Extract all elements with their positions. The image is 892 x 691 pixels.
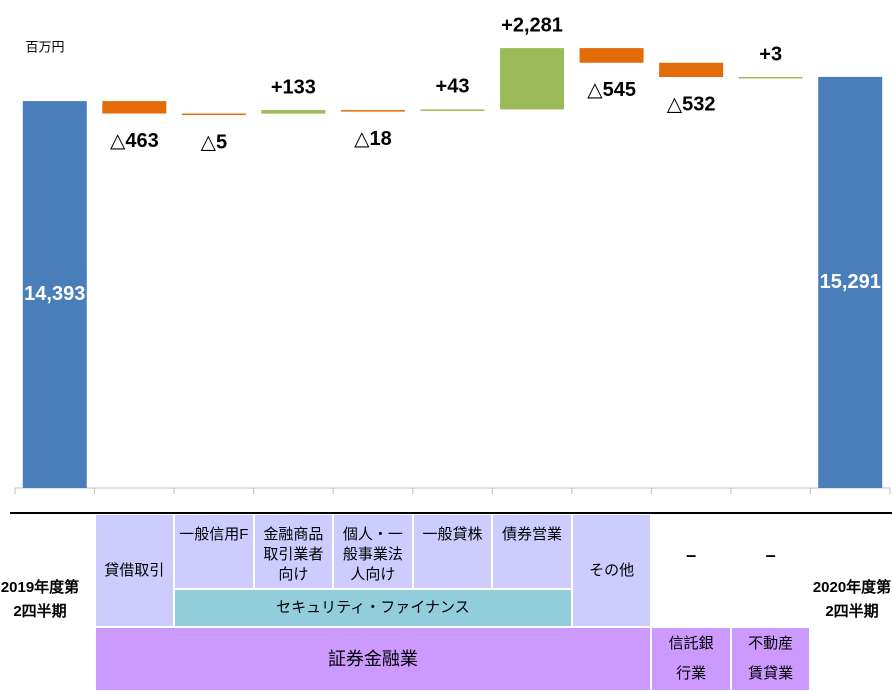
group-cell: 証券金融業 bbox=[94, 627, 652, 691]
value-label: △18 bbox=[354, 128, 392, 150]
bar bbox=[818, 76, 883, 488]
value-label: +133 bbox=[271, 76, 316, 98]
category-cell: – bbox=[651, 540, 731, 570]
value-label: 15,291 bbox=[820, 271, 881, 293]
value-label: +2,281 bbox=[501, 14, 563, 36]
category-cell: 貸借取引 bbox=[94, 514, 175, 627]
group-cell: 信託銀行業 bbox=[651, 627, 731, 691]
category-cell: 債券営業 bbox=[492, 514, 572, 589]
bar bbox=[340, 110, 405, 112]
category-cell: 個人・一般事業法人向け bbox=[333, 514, 413, 589]
bar bbox=[22, 101, 87, 489]
unit-label: 百万円 bbox=[25, 39, 64, 54]
bar bbox=[420, 109, 485, 111]
value-label: △463 bbox=[110, 130, 159, 152]
category-cell: 金融商品取引業者向け bbox=[253, 514, 334, 589]
value-label: +3 bbox=[759, 43, 782, 65]
value-label: 14,393 bbox=[24, 283, 85, 305]
x-tick-label: 2019年度第2四半期 bbox=[0, 579, 80, 620]
bar bbox=[102, 101, 167, 114]
group-cell: 不動産賃貸業 bbox=[730, 627, 811, 691]
bar bbox=[261, 110, 326, 114]
category-cell: – bbox=[730, 540, 811, 570]
category-cell: 一般貸株 bbox=[412, 514, 493, 589]
category-cell: 一般信用F bbox=[174, 514, 254, 589]
value-label: △545 bbox=[587, 79, 636, 101]
value-label: +43 bbox=[436, 76, 470, 98]
bar bbox=[181, 113, 246, 116]
bar bbox=[659, 62, 724, 78]
bar bbox=[500, 48, 565, 110]
value-label: △532 bbox=[667, 93, 716, 115]
category-cell: その他 bbox=[571, 514, 652, 627]
group-cell: セキュリティ・ファイナンス bbox=[174, 589, 572, 627]
bar bbox=[579, 48, 644, 63]
bar bbox=[738, 76, 803, 79]
value-label: △5 bbox=[201, 131, 228, 153]
x-tick-label: 2020年度第2四半期 bbox=[812, 579, 892, 620]
